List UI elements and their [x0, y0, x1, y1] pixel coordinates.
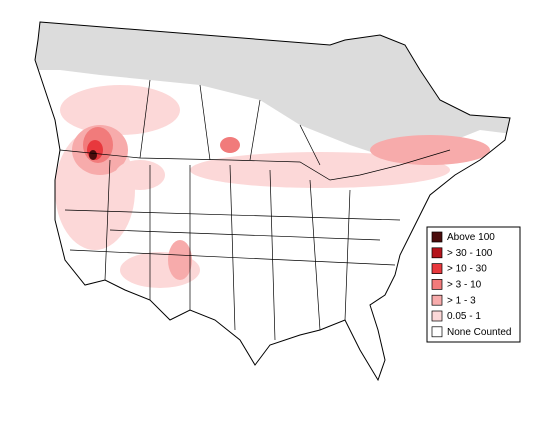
coastline [34, 21, 511, 382]
border-line [64, 209, 401, 266]
patch [168, 240, 192, 280]
legend-swatch [431, 279, 443, 290]
border-line [104, 159, 351, 341]
legend: Above 100 > 30 - 100 > 10 - 30 > 3 - 10 > 1 … [426, 226, 521, 343]
legend-swatch [431, 247, 443, 259]
patch [115, 160, 165, 190]
legend-swatch [431, 231, 443, 243]
legend-box [426, 226, 521, 343]
patch [60, 85, 180, 135]
legend-label: > 1 - 3 [447, 295, 476, 306]
legend-label: > 3 - 10 [447, 280, 482, 291]
patch [370, 135, 490, 165]
border-line [59, 149, 451, 181]
legend-label: Above 100 [447, 232, 495, 243]
legend-label: 0.05 - 1 [447, 311, 481, 322]
border-line [139, 79, 321, 166]
legend-label: None Counted [447, 327, 512, 338]
legend-label: > 10 - 30 [447, 264, 487, 275]
legend-swatch [431, 326, 443, 338]
patch [220, 137, 240, 153]
legend-label: > 30 - 100 [447, 248, 493, 259]
legend-swatch [431, 263, 443, 274]
patch [89, 150, 97, 160]
legend-swatch [431, 294, 443, 306]
legend-swatch [431, 310, 443, 322]
borders [34, 21, 511, 382]
